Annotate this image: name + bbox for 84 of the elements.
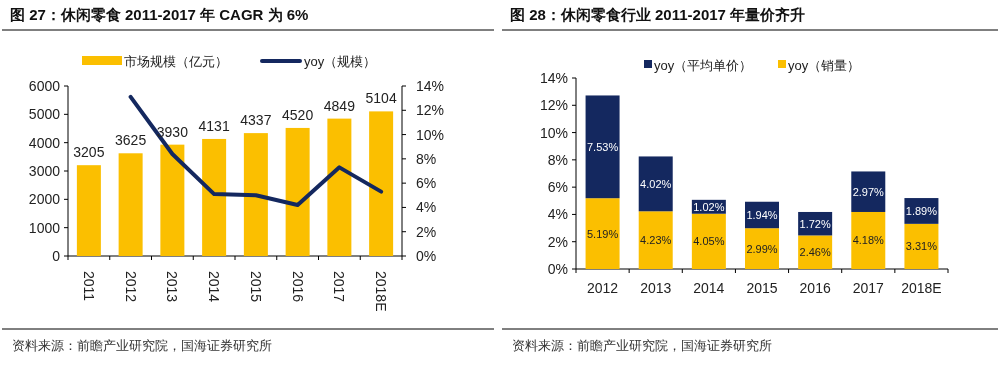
x-tick-label: 2016 [289, 271, 306, 303]
y2-tick-label: 0% [416, 248, 437, 264]
legend-label: yoy（平均单价） [654, 58, 753, 73]
data-label: 2.99% [746, 242, 778, 255]
legend-label: yoy（规模） [304, 54, 377, 69]
data-label: 3625 [115, 132, 147, 149]
y-tick-label: 6% [547, 179, 568, 196]
bar [851, 211, 886, 269]
bar [76, 165, 101, 256]
data-label: 7.53% [586, 140, 619, 153]
bar [585, 198, 620, 269]
legend-label: 市场规模（亿元） [124, 54, 228, 69]
data-label: 4849 [323, 97, 356, 114]
data-label: 1.72% [799, 217, 831, 230]
y-tick-label: 1000 [28, 219, 61, 236]
data-label: 2.46% [799, 246, 831, 259]
x-tick-label: 2014 [693, 280, 725, 296]
data-label: 4.02% [640, 177, 672, 190]
y-tick-label: 0 [52, 248, 61, 264]
text: 资料来源：前瞻产业研究院，国海证券研究所 [12, 338, 272, 353]
bar [585, 95, 620, 199]
data-label: 3930 [156, 123, 189, 140]
bar [904, 223, 939, 269]
bar [118, 153, 143, 256]
x-tick-label: 2013 [164, 271, 181, 303]
x-tick-label: 2015 [746, 280, 778, 296]
x-tick-label: 2013 [640, 280, 672, 296]
bar [327, 118, 352, 256]
y-tick-label: 12% [539, 97, 568, 114]
y2-tick-label: 10% [416, 126, 445, 143]
y2-tick-label: 2% [416, 223, 437, 240]
data-label: 3.31% [905, 240, 938, 253]
data-label: 1.94% [746, 208, 778, 221]
y-tick-label: 4% [547, 206, 568, 223]
y-tick-label: 14% [539, 70, 568, 86]
x-tick-label: 2017 [852, 280, 885, 296]
y2-tick-label: 6% [416, 175, 437, 192]
data-label: 2.97% [852, 185, 885, 198]
y2-tick-label: 14% [416, 78, 445, 94]
bar [638, 156, 673, 212]
y-tick-label: 4000 [28, 134, 61, 151]
x-tick-label: 2015 [247, 271, 264, 303]
x-tick-label: 2012 [122, 271, 139, 303]
bar [202, 138, 227, 256]
y-tick-label: 8% [547, 151, 568, 168]
y2-tick-label: 4% [416, 199, 437, 216]
bar [285, 127, 310, 256]
data-label: 1.02% [693, 200, 725, 213]
y-tick-label: 0% [547, 261, 568, 277]
bar [160, 144, 185, 256]
y-tick-label: 6000 [28, 78, 61, 94]
y-tick-label: 2000 [28, 191, 61, 208]
bar [369, 111, 394, 256]
y-tick-label: 10% [539, 124, 568, 141]
x-tick-label: 2014 [206, 271, 223, 303]
bar [243, 133, 268, 256]
data-label: 4520 [282, 106, 314, 123]
x-tick-label: 2012 [586, 280, 619, 296]
chart-title: 图 27：休闲零食 2011-2017 年 CAGR 为 6% [10, 6, 309, 23]
bar [851, 171, 886, 212]
bar [691, 213, 726, 269]
data-label: 4131 [198, 117, 230, 134]
y2-tick-label: 8% [416, 150, 437, 167]
data-label: 4.18% [852, 234, 885, 247]
y2-tick-label: 12% [416, 102, 445, 119]
data-label: 4337 [240, 112, 272, 129]
x-tick-label: 2017 [331, 271, 348, 303]
data-label: 3205 [73, 144, 105, 161]
x-tick-label: 2018E [373, 271, 390, 312]
y-tick-label: 3000 [28, 163, 61, 179]
text: 资料来源：前瞻产业研究院，国海证券研究所 [512, 338, 772, 353]
data-label: 1.89% [905, 204, 938, 217]
data-label: 5.19% [586, 227, 619, 240]
data-label: 5104 [365, 90, 397, 107]
data-label: 4.05% [693, 235, 725, 248]
y-tick-label: 5000 [28, 106, 61, 123]
bar [638, 211, 673, 269]
x-tick-label: 2016 [799, 280, 831, 296]
data-label: 4.23% [640, 234, 672, 247]
x-tick-label: 2011 [80, 271, 97, 302]
y-tick-label: 2% [547, 233, 568, 250]
legend-label: yoy（销量） [788, 58, 861, 73]
chart-title: 图 28：休闲零食行业 2011-2017 年量价齐升 [510, 6, 806, 23]
x-tick-label: 2018E [901, 280, 942, 296]
